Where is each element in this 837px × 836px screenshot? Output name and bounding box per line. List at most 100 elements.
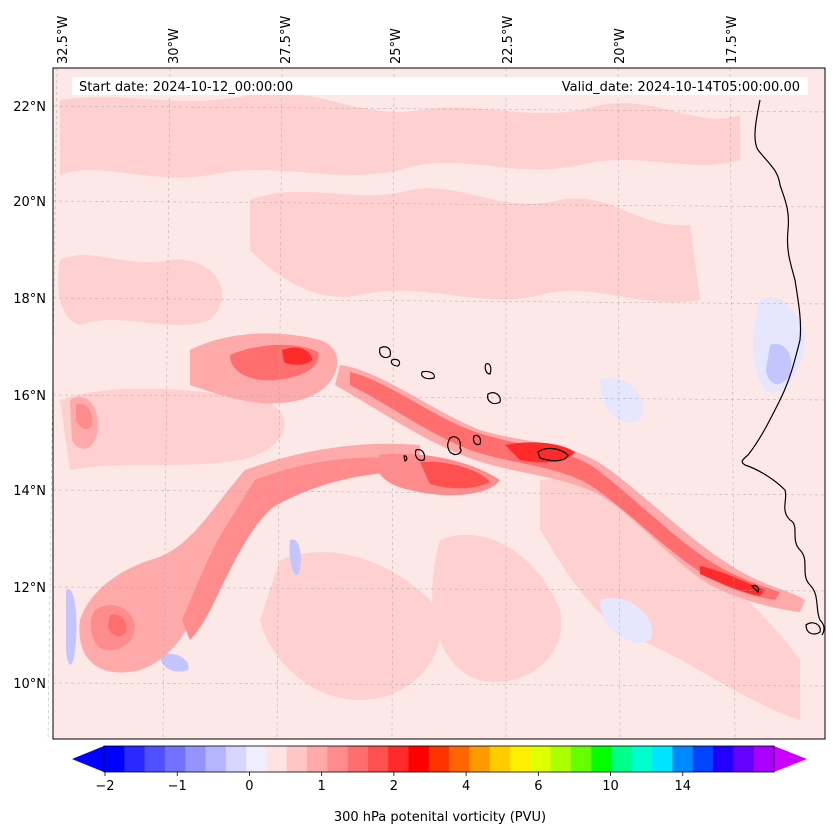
- colorbar-tick-label: −1: [168, 779, 187, 794]
- colorbar-cell: [611, 746, 633, 772]
- island: [472, 434, 482, 446]
- colorbar-cell: [469, 746, 491, 772]
- pv-negative-patch: [766, 344, 792, 385]
- colorbar-cell: [266, 746, 288, 772]
- pv-streamer: [76, 403, 93, 430]
- colorbar-under-arrow: [72, 746, 104, 772]
- colorbar-cell: [286, 746, 308, 772]
- longitude-labels: 32.5°W 30°W 27.5°W 25°W 22.5°W 20°W 17.5…: [56, 16, 740, 64]
- lon-tick-label: 27.5°W: [279, 16, 294, 64]
- lat-tick-label: 16°N: [13, 389, 46, 404]
- pv-streamer: [350, 372, 780, 600]
- colorbar-cell: [591, 746, 613, 772]
- map-area: Start date: 2024-10-12_00:00:00 Valid_da…: [47, 67, 826, 740]
- island: [414, 449, 426, 461]
- colorbar-tick-label: 0: [245, 779, 253, 794]
- island: [390, 358, 401, 367]
- pv-negative-patch: [289, 539, 301, 576]
- pv-streamer: [420, 461, 490, 489]
- colorbar-frame: [103, 745, 775, 773]
- pv-streamer: [282, 347, 312, 365]
- colorbar-cell: [185, 746, 207, 772]
- lon-tick-label: 25°W: [389, 28, 404, 64]
- colorbar-tick-label: −2: [95, 779, 114, 794]
- colorbar-ticks: −2 −1 0 1 2 4 6 10 14: [95, 772, 691, 794]
- africa-coastline: [741, 99, 825, 636]
- colorbar-cell: [530, 746, 552, 772]
- graticule: [47, 67, 826, 740]
- island: [403, 455, 408, 462]
- colorbar-cell: [570, 746, 592, 772]
- colorbar-tick-label: 10: [602, 779, 619, 794]
- island: [487, 392, 501, 405]
- colorbar-cell: [449, 746, 470, 772]
- pv-negative-patch: [66, 589, 77, 665]
- lat-tick-label: 20°N: [13, 195, 46, 210]
- date-header-bar: [72, 77, 808, 95]
- lat-tick-label: 18°N: [13, 292, 46, 307]
- pv-patch: [250, 188, 700, 303]
- colorbar-tick-label: 4: [462, 779, 470, 794]
- map-frame: [52, 67, 826, 740]
- lon-tick-label: 32.5°W: [56, 16, 71, 64]
- colorbar-cell: [347, 746, 369, 772]
- lon-tick-label: 30°W: [167, 28, 182, 64]
- island: [379, 346, 391, 359]
- island: [805, 622, 821, 635]
- lat-tick-label: 14°N: [13, 484, 46, 499]
- colorbar-cell: [327, 746, 349, 772]
- island: [537, 447, 569, 462]
- lon-tick-label: 20°W: [613, 28, 628, 64]
- colorbar-cell: [408, 746, 430, 772]
- colorbar-cell: [104, 746, 125, 772]
- pv-patch: [60, 93, 740, 178]
- colorbar-cell: [246, 746, 267, 772]
- island: [484, 363, 492, 375]
- colorbar-cell: [550, 746, 572, 772]
- colorbar-cell: [367, 746, 389, 772]
- colorbar-cell: [510, 746, 531, 772]
- pv-streamer: [505, 442, 575, 463]
- colorbar-cell: [164, 746, 186, 772]
- pv-negative-patch: [600, 378, 643, 423]
- pv-patch: [540, 478, 800, 720]
- latitude-labels: 22°N 20°N 18°N 16°N 14°N 12°N 10°N: [13, 100, 46, 692]
- pv-patch: [58, 255, 223, 325]
- colorbar-cell: [652, 746, 673, 772]
- colorbar-cell: [205, 746, 227, 772]
- island: [750, 584, 760, 594]
- lat-tick-label: 12°N: [13, 581, 46, 596]
- colorbar-cell: [307, 746, 328, 772]
- start-date-label: Start date: 2024-10-12_00:00:00: [79, 80, 293, 95]
- colorbar-cell: [753, 746, 775, 772]
- colorbar-cell: [225, 746, 247, 772]
- colorbar-cells: [104, 746, 775, 772]
- colorbar-tick-label: 14: [675, 779, 692, 794]
- island: [447, 436, 462, 456]
- lat-tick-label: 22°N: [13, 100, 46, 115]
- colorbar: −2 −1 0 1 2 4 6 10 14 300 hPa potenital vorticit…: [72, 745, 807, 825]
- lat-tick-label: 10°N: [13, 677, 46, 692]
- colorbar-cell: [388, 746, 410, 772]
- pv-patch: [432, 534, 562, 682]
- colorbar-cell: [631, 746, 653, 772]
- colorbar-cell: [672, 746, 694, 772]
- lon-tick-label: 17.5°W: [725, 16, 740, 64]
- valid-date-label: Valid_date: 2024-10-14T05:00:00.00: [562, 80, 800, 95]
- pv-negative-patch: [160, 653, 189, 672]
- pv-patch: [260, 552, 441, 700]
- colorbar-cell: [428, 746, 450, 772]
- colorbar-cell: [692, 746, 714, 772]
- colorbar-cell: [144, 746, 166, 772]
- colorbar-cell: [733, 746, 755, 772]
- pv-streamer: [700, 566, 765, 596]
- colorbar-cell: [713, 746, 734, 772]
- pv-negative-patch: [600, 598, 652, 643]
- pv-field-layer: [58, 93, 805, 720]
- pv-patch: [60, 388, 285, 470]
- lon-tick-label: 22.5°W: [501, 16, 516, 64]
- colorbar-cell: [489, 746, 511, 772]
- pv-streamer: [108, 614, 127, 637]
- island: [421, 370, 435, 380]
